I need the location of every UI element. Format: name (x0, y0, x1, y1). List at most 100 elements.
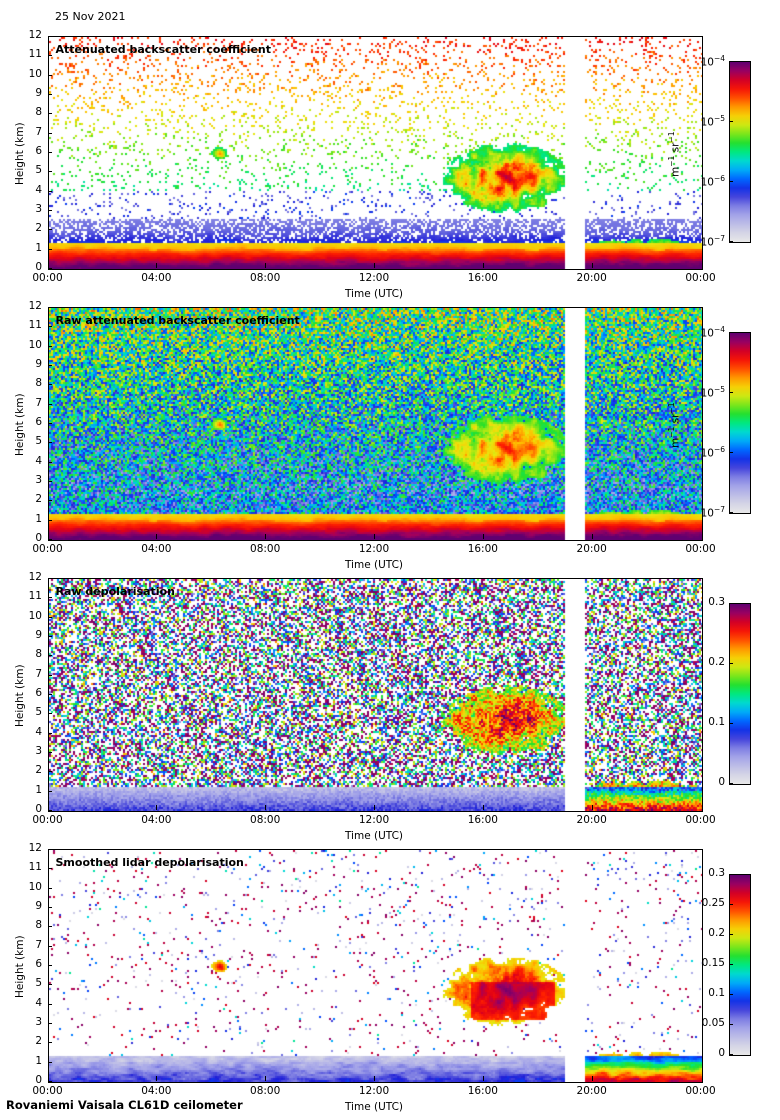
y-tick-mark (47, 1004, 52, 1005)
y-tick-label: 12 (28, 571, 42, 583)
colorbar-tick-mark (730, 934, 733, 935)
y-tick-label: 6 (35, 687, 42, 699)
y-tick-mark (47, 791, 52, 792)
colorbar-raw-depolarisation (729, 603, 751, 785)
colorbar-tick-label: 0 (718, 776, 725, 788)
y-tick-label: 9 (35, 87, 42, 99)
y-tick-label: 2 (35, 764, 42, 777)
plot-area-attenuated-backscatter[interactable] (47, 36, 703, 270)
x-tick-mark (374, 263, 375, 268)
x-tick-mark (592, 263, 593, 268)
y-tick-label: 5 (35, 706, 42, 719)
y-tick-label: 7 (35, 667, 42, 680)
colorbar-attenuated-backscatter (729, 61, 751, 243)
y-tick-mark (47, 984, 52, 985)
y-tick-mark (47, 578, 52, 579)
colorbar-tick-mark (730, 512, 733, 513)
x-tick-label: 04:00 (141, 272, 172, 284)
x-tick-label: 08:00 (250, 1085, 281, 1097)
y-tick-label: 8 (35, 919, 42, 932)
colorbar-tick-label: 10−6 (700, 174, 725, 189)
y-tick-label: 5 (35, 435, 42, 448)
y-tick-label: 0 (35, 803, 42, 815)
colorbar-tick-label: 10−7 (700, 234, 725, 249)
y-tick-mark (47, 1062, 52, 1063)
x-tick-label: 20:00 (576, 814, 607, 826)
y-tick-label: 0 (35, 1074, 42, 1086)
panel-title-attenuated-backscatter: Attenuated backscatter coefficient (55, 43, 272, 56)
y-tick-label: 10 (28, 67, 42, 80)
y-tick-label: 3 (35, 474, 42, 486)
y-tick-mark (47, 191, 52, 192)
y-tick-mark (47, 384, 52, 385)
y-tick-mark (47, 1081, 52, 1082)
y-tick-mark (47, 617, 52, 618)
colorbar-tick-label: 0 (718, 1047, 725, 1059)
y-tick-label: 8 (35, 106, 42, 119)
x-tick-label: 16:00 (467, 814, 498, 826)
x-tick-mark (483, 263, 484, 268)
y-tick-mark (47, 75, 52, 76)
colorbar-tick-label: 0.1 (708, 716, 725, 728)
y-tick-mark (47, 597, 52, 598)
y-tick-mark (47, 733, 52, 734)
x-tick-mark (483, 1076, 484, 1081)
colorbar-tick-mark (730, 783, 733, 784)
y-tick-mark (47, 965, 52, 966)
plot-area-raw-attenuated-backscatter[interactable] (47, 307, 703, 541)
colorbar-tick-mark (730, 121, 733, 122)
y-tick-label: 4 (35, 183, 42, 196)
colorbar-tick-label: 10−4 (700, 325, 725, 340)
y-tick-mark (47, 771, 52, 772)
colorbar-tick-mark (730, 874, 733, 875)
y-tick-mark (47, 849, 52, 850)
colorbar-tick-label: 0.3 (708, 596, 725, 608)
x-tick-mark (592, 1076, 593, 1081)
x-tick-label: 08:00 (250, 272, 281, 284)
x-tick-label: 20:00 (576, 543, 607, 555)
panel-title-raw-attenuated-backscatter: Raw attenuated backscatter coefficient (55, 314, 300, 327)
y-tick-label: 7 (35, 125, 42, 138)
plot-area-raw-depolarisation[interactable] (47, 578, 703, 812)
y-tick-label: 10 (28, 880, 42, 893)
x-tick-mark (265, 805, 266, 810)
colorbar-tick-mark (730, 964, 733, 965)
y-tick-mark (47, 229, 52, 230)
x-tick-label: 00:00 (32, 1085, 63, 1097)
x-tick-label: 16:00 (467, 543, 498, 555)
colorbar-tick-label: 10−7 (700, 505, 725, 520)
x-tick-mark (156, 534, 157, 539)
colorbar-tick-mark (730, 663, 733, 664)
x-tick-label: 20:00 (576, 1085, 607, 1097)
y-tick-mark (47, 675, 52, 676)
x-tick-mark (156, 263, 157, 268)
y-tick-label: 10 (28, 609, 42, 622)
y-tick-label: 2 (35, 493, 42, 506)
y-tick-mark (47, 442, 52, 443)
y-tick-label: 0 (35, 261, 42, 273)
y-tick-mark (47, 500, 52, 501)
colorbar-tick-mark (730, 181, 733, 182)
y-tick-mark (47, 810, 52, 811)
y-tick-label: 10 (28, 338, 42, 351)
y-tick-label: 9 (35, 358, 42, 370)
y-tick-mark (47, 268, 52, 269)
x-tick-label: 04:00 (141, 1085, 172, 1097)
plot-area-smoothed-lidar-depolarisation[interactable] (47, 849, 703, 1083)
colorbar-raw-attenuated-backscatter (729, 332, 751, 514)
figure-footer: Rovaniemi Vaisala CL61D ceilometer (6, 1098, 243, 1112)
colorbar-tick-label: 0.25 (701, 897, 725, 909)
colorbar-tick-label: 0.15 (701, 957, 725, 969)
x-tick-label: 00:00 (32, 272, 63, 284)
colorbar-tick-label: 0.1 (708, 987, 725, 999)
x-tick-label: 00:00 (32, 814, 63, 826)
y-tick-label: 6 (35, 416, 42, 428)
y-tick-mark (47, 249, 52, 250)
y-tick-label: 11 (28, 319, 42, 332)
x-tick-label: 08:00 (250, 543, 281, 555)
x-tick-label: 00:00 (685, 272, 716, 284)
y-tick-label: 11 (28, 590, 42, 603)
y-tick-label: 5 (35, 977, 42, 990)
y-tick-mark (47, 868, 52, 869)
y-tick-label: 8 (35, 377, 42, 390)
